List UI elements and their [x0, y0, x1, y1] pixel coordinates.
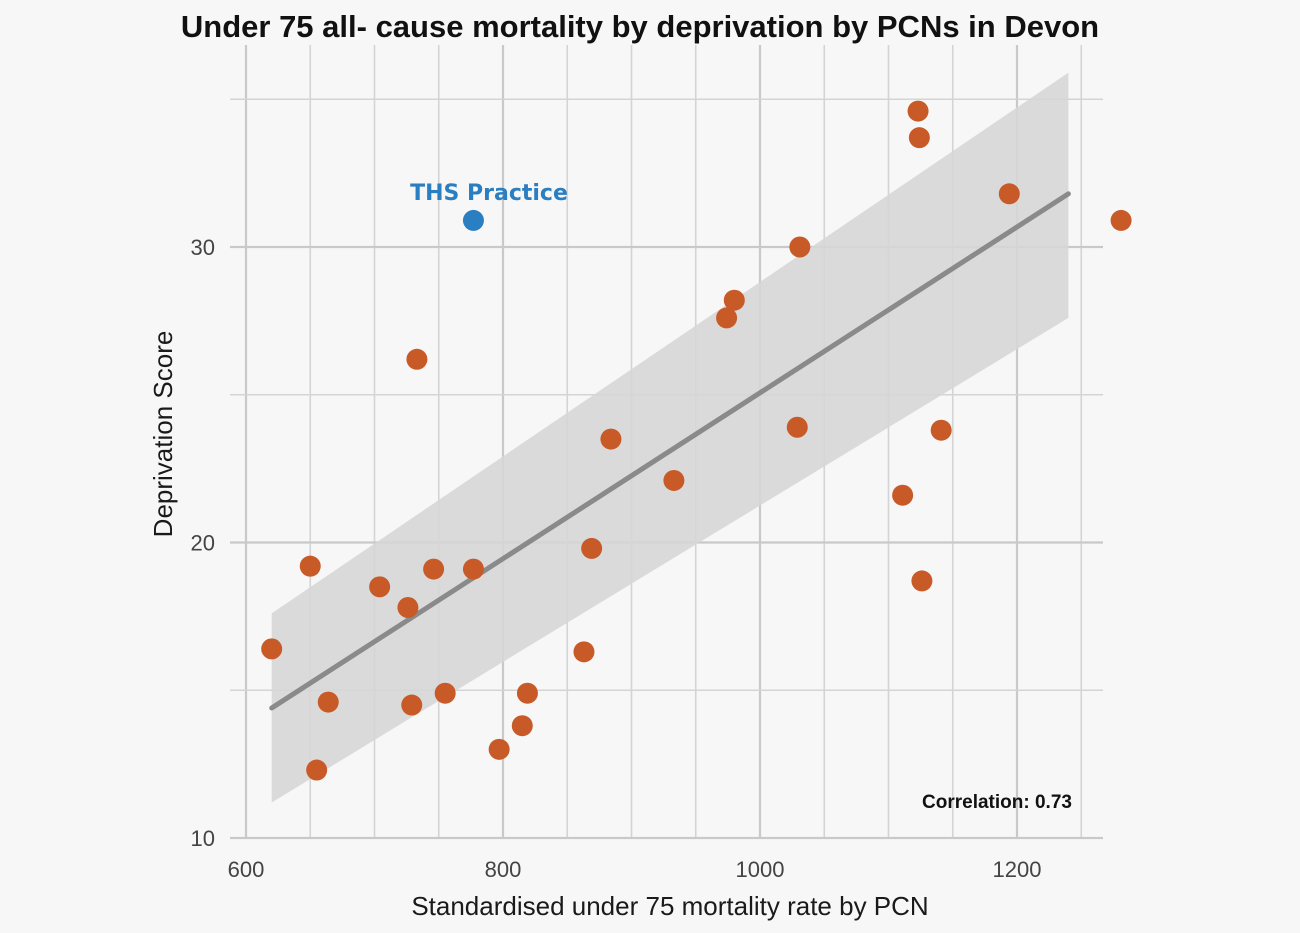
- data-point: [723, 289, 745, 311]
- data-point: [892, 484, 914, 506]
- data-point: [907, 100, 929, 122]
- data-point: [716, 307, 738, 329]
- x-tick-label: 600: [228, 857, 265, 882]
- data-point: [600, 428, 622, 450]
- confidence-band-layer: [271, 72, 1069, 803]
- x-tick-label: 1000: [736, 857, 785, 882]
- highlight-point: [462, 209, 484, 231]
- data-point: [317, 691, 339, 713]
- highlight-label: THS Practice: [410, 181, 568, 206]
- data-point: [573, 641, 595, 663]
- x-tick-label: 1200: [993, 857, 1042, 882]
- chart-title: Under 75 all- cause mortality by depriva…: [181, 9, 1099, 44]
- data-point: [930, 419, 952, 441]
- fit-line-layer: [269, 191, 1071, 711]
- data-point: [261, 638, 283, 660]
- data-point: [406, 348, 428, 370]
- data-point: [663, 469, 685, 491]
- points-layer: [261, 100, 1132, 781]
- data-point: [908, 127, 930, 149]
- data-point: [299, 555, 321, 577]
- data-point: [1110, 209, 1132, 231]
- data-point: [423, 558, 445, 580]
- y-tick-label: 30: [191, 235, 215, 260]
- confidence-band: [271, 72, 1069, 803]
- data-point: [401, 694, 423, 716]
- data-point: [306, 759, 328, 781]
- data-point: [786, 416, 808, 438]
- x-axis-title: Standardised under 75 mortality rate by …: [411, 891, 928, 921]
- data-point: [998, 183, 1020, 205]
- tick-labels: 600 800 1000 1200 10 20 30: [191, 235, 1042, 882]
- data-point: [511, 715, 533, 737]
- y-tick-label: 20: [191, 531, 215, 556]
- data-point: [397, 597, 419, 619]
- correlation-annotation: Correlation: 0.73: [922, 792, 1072, 813]
- y-axis-title: Deprivation Score: [148, 331, 178, 538]
- data-point: [369, 576, 391, 598]
- data-point: [911, 570, 933, 592]
- data-point: [488, 738, 510, 760]
- data-point: [462, 558, 484, 580]
- fit-line: [269, 191, 1071, 711]
- data-point: [581, 537, 603, 559]
- y-tick-label: 10: [191, 826, 215, 851]
- data-point: [434, 682, 456, 704]
- x-tick-label: 800: [485, 857, 522, 882]
- data-point: [516, 682, 538, 704]
- data-point: [789, 236, 811, 258]
